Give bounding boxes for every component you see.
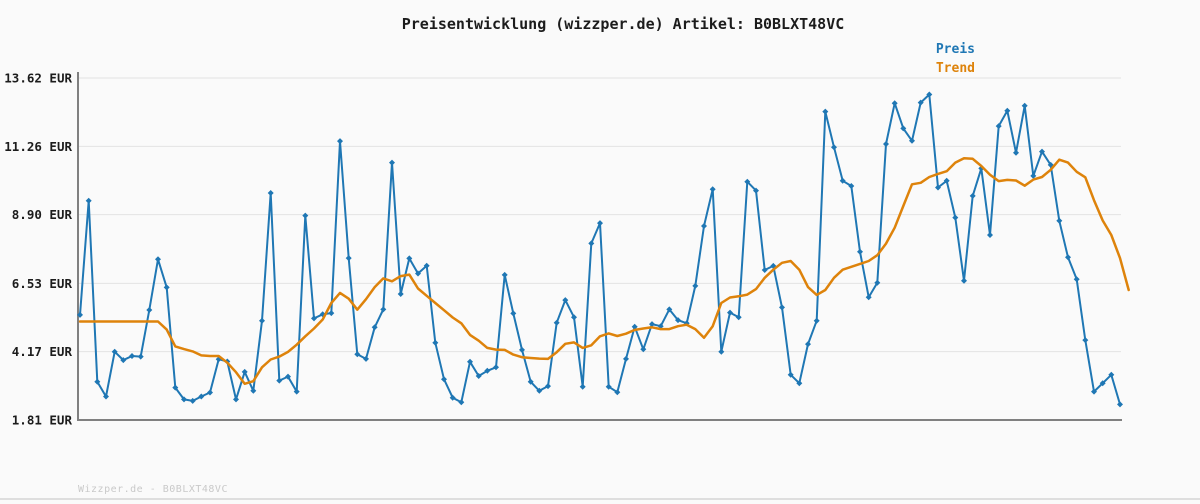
y-tick-label: 11.26 EUR (4, 139, 72, 154)
watermark: Wizzper.de - B0BLXT48VC (78, 484, 228, 495)
chart-title: Preisentwicklung (wizzper.de) Artikel: B… (401, 15, 845, 33)
y-tick-label: 13.62 EUR (4, 71, 72, 86)
legend-item-trend: Trend (935, 61, 975, 76)
y-tick-label: 6.53 EUR (12, 276, 73, 291)
preis-markers (77, 91, 1123, 408)
preis-line (79, 93, 1121, 406)
chart-legend: Preis Trend (936, 40, 975, 78)
bottom-divider (0, 498, 1200, 500)
y-tick-label: 4.17 EUR (12, 344, 73, 359)
y-tick-label: 1.81 EUR (12, 413, 73, 428)
trend-line (78, 156, 1130, 386)
legend-item-preis: Preis (935, 42, 975, 57)
y-tick-label: 8.90 EUR (12, 207, 73, 222)
